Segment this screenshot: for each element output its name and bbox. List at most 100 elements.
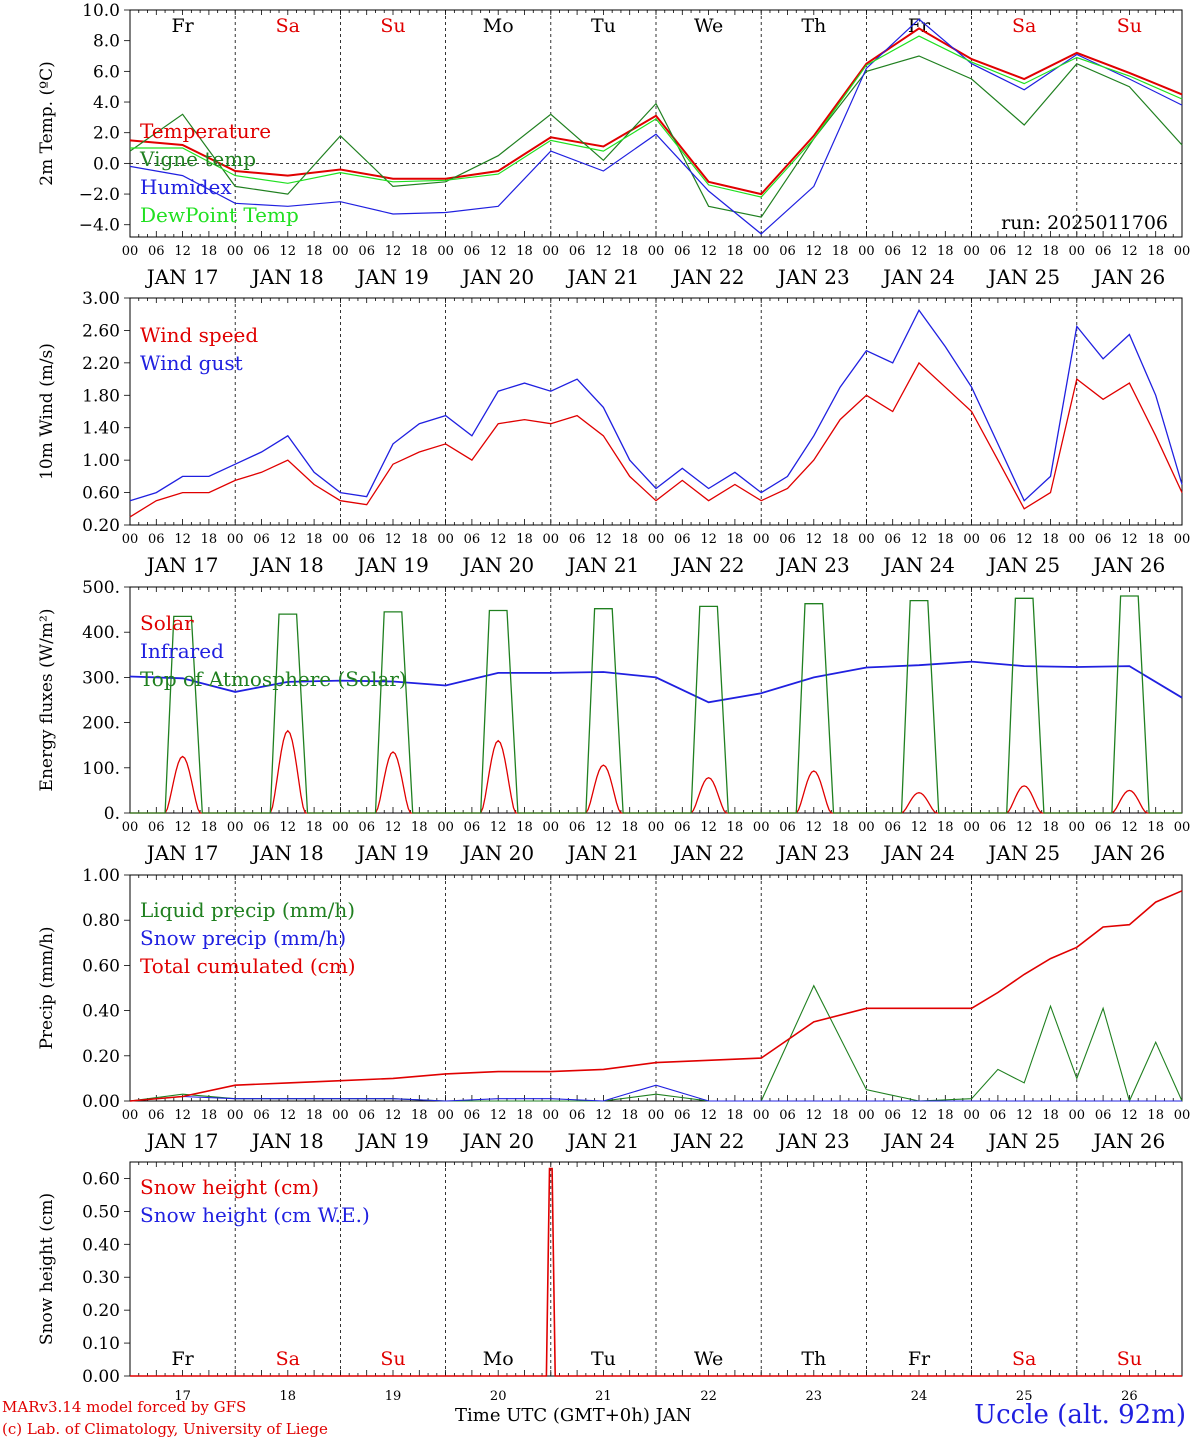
date-label: JAN 24 bbox=[881, 1129, 955, 1153]
weekday-label: Su bbox=[1117, 1348, 1142, 1370]
hour-tick-label: 00 bbox=[227, 244, 244, 259]
series-line-snow-height bbox=[130, 1167, 1182, 1377]
hour-tick-label: 06 bbox=[569, 820, 586, 835]
y-tick-label: 1.00 bbox=[82, 451, 120, 471]
hour-tick-label: 06 bbox=[253, 820, 270, 835]
hour-tick-label: 00 bbox=[858, 820, 875, 835]
hour-tick-label: 18 bbox=[516, 820, 533, 835]
hour-tick-label: 18 bbox=[727, 244, 744, 259]
hour-tick-label: 06 bbox=[148, 1108, 165, 1123]
legend-entry: DewPoint Temp bbox=[140, 203, 299, 227]
hour-tick-label: 06 bbox=[674, 1108, 691, 1123]
hour-tick-label: 00 bbox=[437, 1108, 454, 1123]
y-tick-label: 0.00 bbox=[82, 1367, 120, 1387]
hour-tick-label: 00 bbox=[858, 244, 875, 259]
hour-tick-label: 00 bbox=[122, 1108, 139, 1123]
date-label: JAN 20 bbox=[460, 553, 534, 577]
date-number-label: 26 bbox=[1121, 1389, 1138, 1404]
lab-credit: (c) Lab. of Climatology, University of L… bbox=[2, 1420, 328, 1438]
date-label: JAN 25 bbox=[986, 841, 1060, 865]
date-number-label: 21 bbox=[595, 1389, 612, 1404]
y-tick-label: 500. bbox=[82, 578, 120, 598]
y-axis-label: Energy fluxes (W/m²) bbox=[37, 609, 57, 792]
date-number-label: 20 bbox=[490, 1389, 507, 1404]
hour-tick-label: 00 bbox=[543, 532, 560, 547]
date-label: JAN 18 bbox=[250, 841, 324, 865]
hour-tick-label: 18 bbox=[1147, 1108, 1164, 1123]
date-label: JAN 17 bbox=[145, 265, 219, 289]
hour-tick-label: 00 bbox=[332, 532, 349, 547]
hour-tick-label: 12 bbox=[174, 820, 191, 835]
date-label: JAN 19 bbox=[355, 553, 429, 577]
y-tick-label: 6.0 bbox=[93, 62, 120, 82]
hour-tick-label: 00 bbox=[1069, 1108, 1086, 1123]
hour-tick-label: 00 bbox=[1069, 820, 1086, 835]
hour-tick-label: 18 bbox=[727, 820, 744, 835]
y-tick-label: −2.0 bbox=[79, 185, 120, 205]
hour-tick-label: 06 bbox=[779, 244, 796, 259]
hour-tick-label: 12 bbox=[911, 1108, 928, 1123]
hour-tick-label: 12 bbox=[280, 820, 297, 835]
date-label: JAN 22 bbox=[671, 841, 745, 865]
hour-tick-label: 00 bbox=[858, 532, 875, 547]
hour-tick-label: 06 bbox=[569, 244, 586, 259]
hour-tick-label: 12 bbox=[1016, 1108, 1033, 1123]
date-label: JAN 25 bbox=[986, 1129, 1060, 1153]
legend-entry: Liquid precip (mm/h) bbox=[140, 898, 355, 922]
date-label: JAN 23 bbox=[776, 841, 850, 865]
weekday-label: Tu bbox=[591, 1348, 616, 1370]
legend-entry: Vigne temp bbox=[139, 147, 256, 171]
hour-tick-label: 12 bbox=[174, 532, 191, 547]
hour-tick-label: 06 bbox=[779, 820, 796, 835]
station-label: Uccle (alt. 92m) bbox=[974, 1400, 1186, 1430]
hour-tick-label: 00 bbox=[122, 244, 139, 259]
date-label: JAN 24 bbox=[881, 265, 955, 289]
y-tick-label: 0.0 bbox=[93, 154, 120, 174]
series-line-temperature bbox=[129, 27, 1183, 196]
legend-entry: Temperature bbox=[140, 119, 271, 143]
hour-tick-label: 12 bbox=[911, 820, 928, 835]
hour-tick-label: 18 bbox=[1147, 820, 1164, 835]
hour-tick-label: 00 bbox=[122, 532, 139, 547]
hour-tick-label: 12 bbox=[490, 532, 507, 547]
weekday-label: We bbox=[694, 1348, 723, 1370]
hour-tick-label: 06 bbox=[358, 1108, 375, 1123]
y-tick-label: 2.20 bbox=[82, 354, 120, 374]
legend-entry: Snow height (cm W.E.) bbox=[140, 1203, 370, 1227]
hour-tick-label: 06 bbox=[1095, 244, 1112, 259]
date-label: JAN 24 bbox=[881, 553, 955, 577]
hour-tick-label: 00 bbox=[648, 532, 665, 547]
series-line-humidex bbox=[129, 18, 1183, 235]
hour-tick-label: 06 bbox=[253, 532, 270, 547]
date-label: JAN 21 bbox=[566, 553, 640, 577]
hour-tick-label: 00 bbox=[963, 1108, 980, 1123]
hour-tick-label: 18 bbox=[411, 820, 428, 835]
date-number-label: 22 bbox=[700, 1389, 717, 1404]
time-axis-title: Time UTC (GMT+0h) JAN bbox=[455, 1405, 692, 1426]
weekday-label: Su bbox=[1117, 15, 1142, 37]
hour-tick-label: 18 bbox=[937, 532, 954, 547]
hour-tick-label: 06 bbox=[990, 244, 1007, 259]
date-label: JAN 17 bbox=[145, 553, 219, 577]
series-line-total-cumulated-cm- bbox=[129, 890, 1183, 1102]
date-label: JAN 17 bbox=[145, 841, 219, 865]
weekday-label: Fr bbox=[908, 1348, 931, 1370]
y-tick-label: 1.40 bbox=[82, 419, 120, 439]
hour-tick-label: 18 bbox=[621, 1108, 638, 1123]
hour-tick-label: 18 bbox=[832, 532, 849, 547]
hour-tick-label: 00 bbox=[543, 820, 560, 835]
hour-tick-label: 12 bbox=[490, 820, 507, 835]
date-label: JAN 26 bbox=[1092, 1129, 1166, 1153]
hour-tick-label: 12 bbox=[1016, 532, 1033, 547]
y-tick-label: 1.00 bbox=[82, 866, 120, 886]
y-tick-label: 0.60 bbox=[82, 956, 120, 976]
hour-tick-label: 00 bbox=[1174, 820, 1191, 835]
hour-tick-label: 06 bbox=[1095, 820, 1112, 835]
legend-entry: Solar bbox=[140, 611, 194, 635]
hour-tick-label: 06 bbox=[884, 1108, 901, 1123]
hour-tick-label: 12 bbox=[1016, 244, 1033, 259]
y-tick-label: 0.10 bbox=[82, 1334, 120, 1354]
hour-tick-label: 06 bbox=[358, 244, 375, 259]
hour-tick-label: 00 bbox=[1069, 532, 1086, 547]
weekday-label: Sa bbox=[1012, 1348, 1036, 1370]
